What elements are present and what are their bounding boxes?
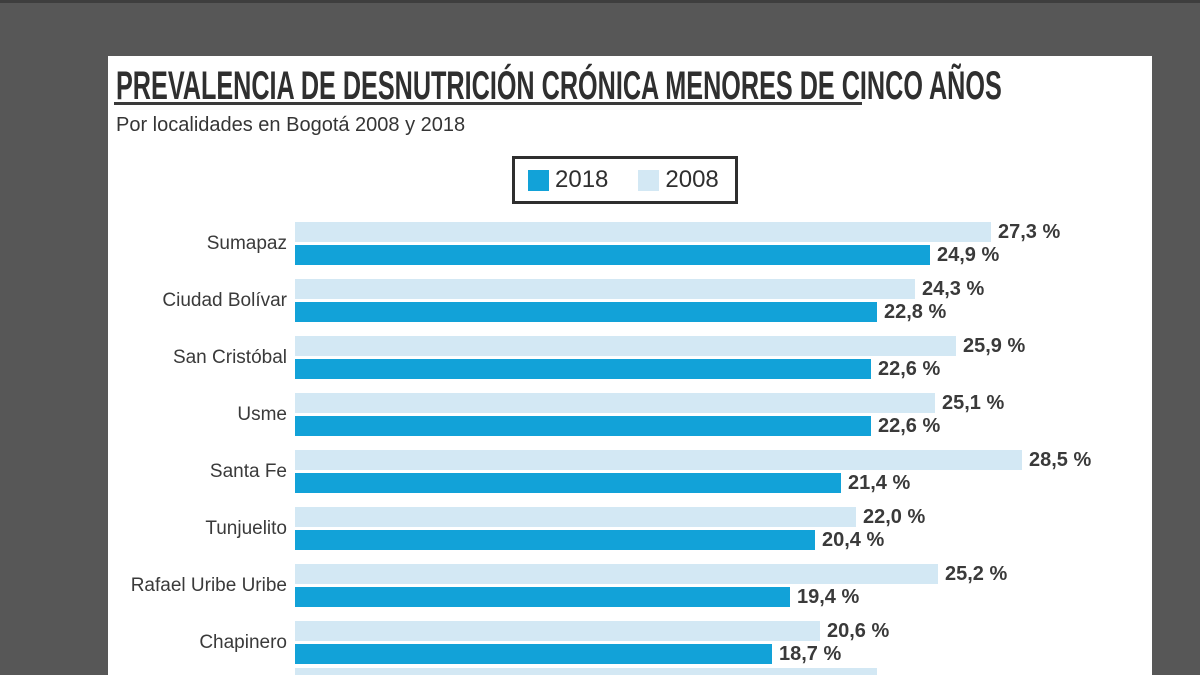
chart-title: PREVALENCIA DE DESNUTRICIÓN CRÓNICA MENO… xyxy=(116,64,1002,108)
legend-item-2018: 2018 xyxy=(528,166,608,194)
category-label: Usme xyxy=(237,403,287,425)
bar-2018 xyxy=(295,644,772,664)
chart-row: San Cristóbal 25,9 % 22,6 % xyxy=(108,334,1152,380)
bar-2018 xyxy=(295,245,930,265)
bar-value-2008: 25,9 % xyxy=(963,334,1026,357)
bar-2018 xyxy=(295,302,877,322)
bar-2008 xyxy=(295,336,956,356)
legend-label-2018: 2018 xyxy=(555,166,609,193)
bar-value-2018: 22,6 % xyxy=(878,414,941,437)
bar-value-2008: 24,3 % xyxy=(922,277,985,300)
category-label: Tunjuelito xyxy=(205,517,287,539)
bar-2018 xyxy=(295,416,871,436)
bar-2008 xyxy=(295,393,935,413)
bar-2008 xyxy=(295,507,856,527)
cutoff-next-row-bar xyxy=(295,668,877,675)
title-underline xyxy=(114,102,862,105)
legend-item-2008: 2008 xyxy=(638,166,719,194)
chart-row: Tunjuelito 22,0 % 20,4 % xyxy=(108,505,1152,551)
bar-value-2018: 18,7 % xyxy=(779,642,842,665)
bar-value-2018: 19,4 % xyxy=(797,585,860,608)
legend-swatch-2018 xyxy=(528,169,549,191)
chart-row: Usme 25,1 % 22,6 % xyxy=(108,391,1152,437)
category-label: Chapinero xyxy=(199,631,287,653)
bar-chart: Sumapaz 27,3 % 24,9 % Ciudad Bolívar 24,3 % 2… xyxy=(108,220,1152,675)
bar-value-2008: 25,1 % xyxy=(942,391,1005,414)
bar-2018 xyxy=(295,530,815,550)
chart-panel: PREVALENCIA DE DESNUTRICIÓN CRÓNICA MENO… xyxy=(108,56,1152,675)
bar-2008 xyxy=(295,450,1022,470)
bar-value-2008: 27,3 % xyxy=(998,220,1061,243)
bar-2018 xyxy=(295,473,841,493)
bar-2008 xyxy=(295,564,938,584)
bar-value-2008: 28,5 % xyxy=(1029,448,1092,471)
bar-2018 xyxy=(295,359,871,379)
bar-2008 xyxy=(295,222,991,242)
bar-value-2018: 24,9 % xyxy=(937,243,1000,266)
category-label: Sumapaz xyxy=(206,232,287,254)
top-strip xyxy=(0,0,1200,3)
bar-2008 xyxy=(295,279,915,299)
chart-row: Ciudad Bolívar 24,3 % 22,8 % xyxy=(108,277,1152,323)
bar-value-2018: 20,4 % xyxy=(822,528,885,551)
chart-subtitle: Por localidades en Bogotá 2008 y 2018 xyxy=(116,114,466,136)
legend: 2018 2008 xyxy=(512,156,738,204)
bar-2018 xyxy=(295,587,790,607)
bar-2008 xyxy=(295,621,820,641)
chart-row: Santa Fe 28,5 % 21,4 % xyxy=(108,448,1152,494)
category-label: Rafael Uribe Uribe xyxy=(130,574,287,596)
legend-label-2008: 2008 xyxy=(665,166,719,193)
category-label: Santa Fe xyxy=(209,460,287,482)
legend-swatch-2008 xyxy=(638,169,660,191)
chart-row: Chapinero 20,6 % 18,7 % xyxy=(108,619,1152,665)
bar-value-2018: 22,8 % xyxy=(884,300,947,323)
bar-value-2018: 21,4 % xyxy=(848,471,911,494)
bar-value-2008: 25,2 % xyxy=(945,562,1008,585)
category-label: Ciudad Bolívar xyxy=(162,289,287,311)
chart-row: Sumapaz 27,3 % 24,9 % xyxy=(108,220,1152,266)
chart-row: Rafael Uribe Uribe 25,2 % 19,4 % xyxy=(108,562,1152,608)
category-label: San Cristóbal xyxy=(172,346,287,368)
bar-value-2008: 22,0 % xyxy=(863,505,926,528)
bar-value-2018: 22,6 % xyxy=(878,357,941,380)
bar-value-2008: 20,6 % xyxy=(827,619,890,642)
